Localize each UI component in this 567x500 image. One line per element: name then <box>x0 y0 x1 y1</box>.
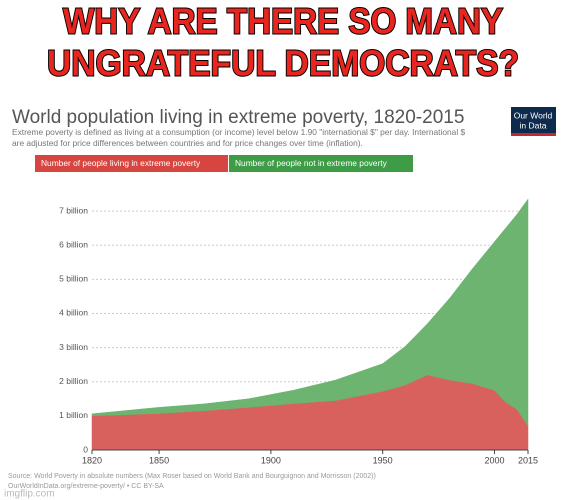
watermark: imgflip.com <box>4 489 55 500</box>
source: OurWorldInData.org/extreme-poverty/ • CC… <box>8 483 164 490</box>
legend-label: Number of people living in extreme pover… <box>41 158 201 168</box>
caption: WHY ARE THERE SO MANY <box>63 1 503 42</box>
x-tick-label: 1820 <box>82 455 102 465</box>
caption: UNGRATEFUL DEMOCRATS? <box>47 43 519 84</box>
y-tick-label: 0 <box>83 444 88 454</box>
y-tick-label: 1 billion <box>59 410 88 420</box>
logo-text: Our World <box>514 110 553 120</box>
x-tick-label: 1900 <box>261 455 281 465</box>
y-tick-label: 5 billion <box>59 274 88 284</box>
y-tick-label: 6 billion <box>59 239 88 249</box>
source: Source: World Poverty in absolute number… <box>8 473 376 480</box>
x-tick-label: 2015 <box>518 455 538 465</box>
x-tick-label: 1950 <box>373 455 393 465</box>
legend-label: Number of people not in extreme poverty <box>235 158 388 168</box>
y-tick-label: 2 billion <box>59 376 88 386</box>
x-tick-label: 2000 <box>484 455 504 465</box>
y-tick-label: 7 billion <box>59 205 88 215</box>
y-tick-label: 4 billion <box>59 308 88 318</box>
logo-bar <box>511 133 556 136</box>
logo-text: in Data <box>520 120 547 130</box>
chart-subtitle: Extreme poverty is defined as living at … <box>12 127 466 137</box>
chart-subtitle: are adjusted for price differences betwe… <box>12 138 363 148</box>
logo <box>511 107 556 136</box>
y-tick-label: 3 billion <box>59 342 88 352</box>
legend-swatch <box>35 155 228 172</box>
chart-title: World population living in extreme pover… <box>12 107 464 128</box>
x-tick-label: 1850 <box>149 455 169 465</box>
legend-swatch <box>229 155 413 172</box>
area <box>91 198 529 427</box>
